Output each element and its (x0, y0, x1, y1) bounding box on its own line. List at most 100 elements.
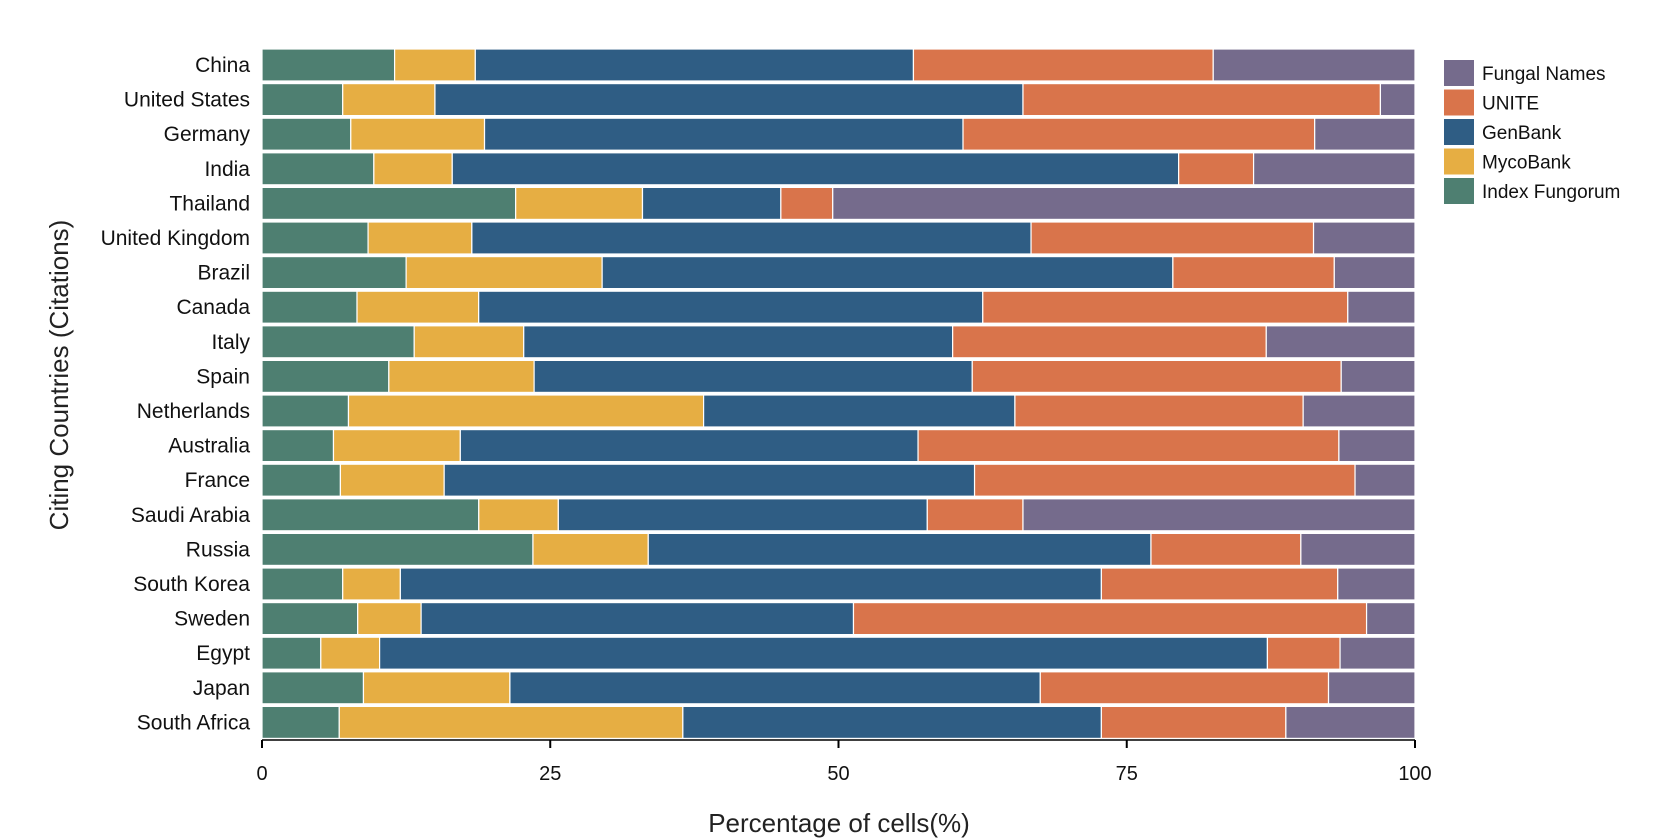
bar-south-korea-fungal-names (1337, 567, 1416, 601)
bar-france-index-fungorum (261, 463, 342, 497)
x-tick-label: 50 (827, 763, 849, 785)
category-label: Spain (196, 365, 250, 388)
x-tick-label: 0 (256, 763, 267, 785)
legend-swatch-unite (1444, 89, 1474, 116)
bar-italy-index-fungorum (261, 325, 415, 359)
bar-india-unite (1178, 152, 1255, 186)
category-label: Sweden (174, 608, 250, 631)
bar-sweden-unite (852, 601, 1368, 636)
category-label: South Africa (137, 711, 251, 734)
bar-united-states-genbank (434, 82, 1024, 117)
bar-france-mycobank (339, 463, 445, 497)
bar-canada-unite (982, 290, 1349, 324)
category-label: United States (124, 89, 250, 112)
bar-saudi-arabia-genbank (557, 498, 928, 532)
bar-netherlands-unite (1014, 394, 1304, 428)
bar-australia-unite (917, 429, 1340, 463)
category-label: India (204, 158, 250, 181)
bar-egypt-genbank (379, 636, 1269, 670)
bar-south-africa-mycobank (338, 705, 684, 740)
bar-egypt-index-fungorum (261, 636, 322, 670)
bar-italy-genbank (523, 325, 954, 359)
bar-japan-genbank (509, 671, 1041, 705)
category-label: France (185, 469, 250, 492)
bar-netherlands-mycobank (347, 394, 705, 428)
bar-south-korea-mycobank (342, 567, 401, 601)
bar-brazil-mycobank (405, 256, 603, 290)
bar-india-index-fungorum (261, 152, 375, 186)
bar-united-kingdom-genbank (471, 221, 1032, 255)
category-label: South Korea (133, 573, 250, 596)
legend-label-index-fungorum: Index Fungorum (1482, 182, 1620, 203)
category-label: Netherlands (137, 400, 250, 423)
bar-saudi-arabia-unite (926, 498, 1024, 532)
category-label: Japan (193, 677, 250, 700)
bar-united-states-index-fungorum (261, 82, 344, 117)
bar-netherlands-fungal-names (1302, 394, 1416, 428)
bar-spain-mycobank (388, 359, 535, 393)
legend-swatch-index-fungorum (1444, 178, 1474, 204)
bar-india-fungal-names (1252, 152, 1416, 186)
category-label: Germany (164, 123, 251, 146)
bar-egypt-unite (1266, 636, 1341, 670)
category-label: Australia (168, 435, 250, 458)
bar-south-korea-genbank (399, 567, 1102, 601)
legend: Fungal Names UNITE GenBank MycoBank Index Fu… (1444, 60, 1620, 204)
bar-sweden-index-fungorum (261, 601, 359, 636)
bar-france-genbank (443, 463, 976, 497)
bar-netherlands-genbank (702, 394, 1016, 428)
bar-china-index-fungorum (261, 48, 396, 82)
bar-china-genbank (474, 48, 915, 82)
bar-france-fungal-names (1354, 463, 1416, 497)
bar-south-korea-index-fungorum (261, 567, 344, 601)
x-tick-label: 100 (1398, 763, 1431, 785)
bar-canada-genbank (478, 290, 984, 324)
bar-thailand-index-fungorum (261, 186, 517, 220)
bar-brazil-index-fungorum (261, 256, 407, 290)
bar-russia-unite (1150, 532, 1302, 567)
bar-netherlands-index-fungorum (261, 394, 350, 428)
bar-italy-mycobank (413, 325, 525, 359)
bar-united-kingdom-index-fungorum (261, 221, 369, 255)
x-tick-label: 25 (539, 763, 561, 785)
bar-south-africa-index-fungorum (261, 705, 340, 740)
bar-france-unite (973, 463, 1356, 497)
bar-thailand-unite (780, 186, 834, 220)
bar-russia-fungal-names (1300, 532, 1416, 567)
category-label: Italy (211, 331, 250, 354)
bar-egypt-fungal-names (1339, 636, 1416, 670)
legend-swatch-fungal-names (1444, 60, 1474, 86)
bar-brazil-unite (1172, 256, 1335, 290)
category-label: Saudi Arabia (131, 504, 250, 527)
bar-south-africa-fungal-names (1285, 705, 1416, 740)
bar-united-kingdom-fungal-names (1312, 221, 1416, 255)
bar-china-mycobank (393, 48, 476, 82)
legend-label-genbank: GenBank (1482, 123, 1562, 144)
bar-australia-fungal-names (1338, 429, 1416, 463)
bar-brazil-fungal-names (1333, 256, 1416, 290)
bar-russia-index-fungorum (261, 532, 534, 567)
bar-saudi-arabia-fungal-names (1022, 498, 1416, 532)
bar-spain-genbank (533, 359, 973, 393)
bar-india-genbank (451, 152, 1180, 186)
bar-canada-index-fungorum (261, 290, 358, 324)
y-axis-title: Citing Countries (Citations) (44, 220, 74, 531)
legend-label-mycobank: MycoBank (1482, 153, 1571, 174)
category-label: Thailand (169, 192, 250, 215)
bar-germany-unite (962, 117, 1316, 151)
category-label: China (195, 54, 250, 77)
bar-russia-genbank (647, 532, 1152, 567)
legend-swatch-mycobank (1444, 148, 1474, 175)
bar-spain-unite (971, 359, 1342, 393)
bar-italy-fungal-names (1265, 325, 1416, 359)
bar-saudi-arabia-mycobank (478, 498, 559, 532)
bar-united-states-fungal-names (1379, 82, 1416, 117)
bar-sweden-fungal-names (1365, 601, 1416, 636)
bar-germany-fungal-names (1314, 117, 1416, 151)
bar-canada-fungal-names (1347, 290, 1416, 324)
category-label: Russia (186, 538, 251, 561)
bar-italy-unite (952, 325, 1267, 359)
bar-united-states-unite (1022, 82, 1382, 117)
bar-brazil-genbank (601, 256, 1174, 290)
bar-thailand-mycobank (515, 186, 644, 220)
